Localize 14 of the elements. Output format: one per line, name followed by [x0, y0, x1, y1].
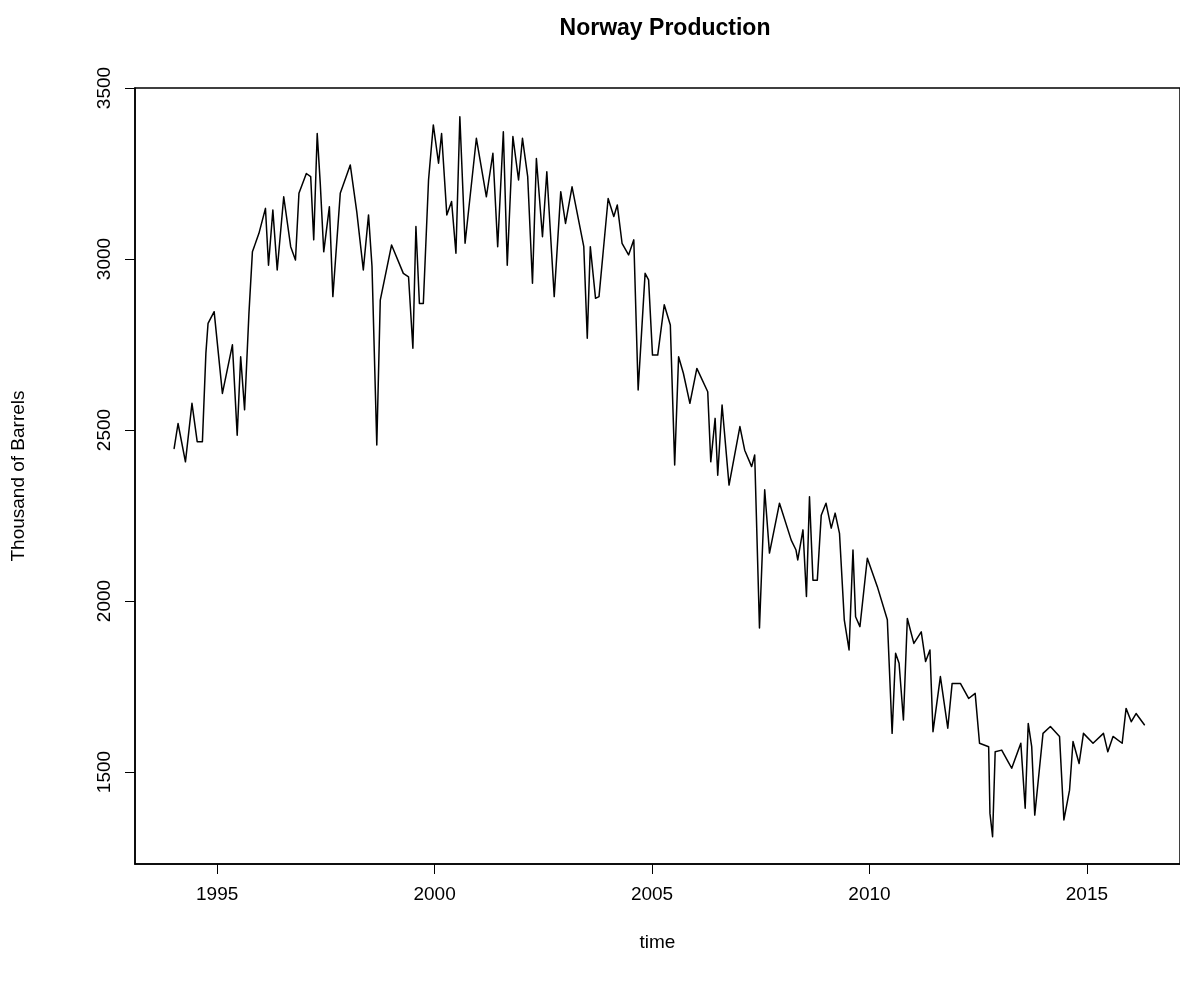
x-tick-label: 1995: [196, 883, 239, 904]
x-tick-label: 2000: [413, 883, 456, 904]
y-axis-title: Thousand of Barrels: [7, 390, 28, 562]
x-tick-label: 2005: [630, 883, 674, 904]
x-tick-label: 2010: [848, 883, 891, 904]
y-tick-label: 1500: [93, 750, 114, 794]
y-tick-label: 3500: [93, 66, 114, 110]
x-axis-title: time: [639, 931, 676, 952]
line-series: [173, 115, 1146, 838]
chart-title: Norway Production: [559, 13, 771, 40]
y-tick-label: 2500: [93, 408, 114, 452]
y-tick-label: 2000: [93, 579, 114, 623]
x-tick-label: 2015: [1065, 883, 1109, 904]
y-tick-label: 3000: [93, 237, 114, 281]
